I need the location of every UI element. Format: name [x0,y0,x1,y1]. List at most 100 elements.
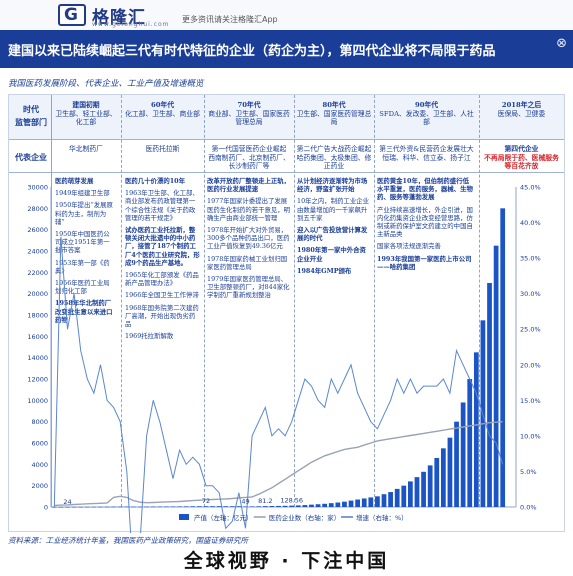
era-header: 90年代 SFDA、发改委、卫生部、人社部 [376,101,477,127]
dept-label: 卫生部、轻工业部、化工部 [55,109,117,127]
legend-swatch [179,514,189,520]
output-bar [368,497,374,507]
left-tick-label: 8000 [31,418,48,426]
output-bar [65,506,70,508]
notes-c3: 改革开放药厂整顿走上正轨，医药行业发展提速 1977年国家计委提出了发展医药生化制… [207,177,291,304]
slogan: 全球视野 · 下注中国 [183,550,390,572]
note-item: 1965年化工部颁发《药品新产品管理办法》 [125,271,199,288]
note-item: 1969托拉斯解散 [125,332,174,341]
dept-label: 化工部、卫生部、商业部 [125,109,200,118]
right-tick-label: 20.0% [520,361,541,369]
output-bar [137,506,143,508]
era-header: 2018年之后 医保局、卫健委 [481,101,562,118]
output-bar [223,506,229,507]
left-tick-label: 10000 [27,397,48,405]
headline-banner: 建国以来已陆续崛起三代有时代特征的企业（药企为主），第四代企业将不局限于药品 ⊗ [0,30,573,68]
dept-label: 医保局、卫健委 [497,109,546,118]
output-bar [196,506,202,507]
note-item: 1950年中国医药公司成立1951年第一批市答案 [55,230,110,255]
output-bar [289,505,295,507]
output-bar [276,505,281,507]
column-divider [294,95,295,507]
era-header: 建国初期 卫生部、轻工业部、化工部 [53,101,119,127]
note-item: 1958年华北制药厂改变批生意以来进口药物 [55,299,113,324]
note-item: 1984年GMP颁布 [297,266,352,275]
output-bar [98,506,103,508]
right-tick-label: 5.0% [520,468,537,476]
era-header: 70年代 商业部、卫生部、国家医药管理总局 [206,101,292,127]
output-bar [315,504,321,507]
output-bar [170,506,176,508]
era-label: 建国初期 [72,101,100,109]
output-bar [236,506,242,507]
legend-label: 增速（右轴：%） [356,513,408,522]
row-label-company: 代表企业 [15,152,47,162]
output-bar [427,465,433,507]
output-bar [124,506,130,508]
output-bar [249,506,255,508]
output-bar [256,506,262,507]
era-label: 90年代 [414,101,439,109]
timeline-panel: 时代 监管部门 代表企业 建国初期 卫生部、轻工业部、化工部 华北制药厂 60年代 化工部、… [8,94,565,533]
column-divider [204,95,205,507]
note-item: 试办医药工业托拉斯，整顿关闭大批遗中的中小药厂，接管了187个制药工厂4个医药工… [125,226,200,267]
note-item: 医药几十价漂的10年 [125,177,186,185]
left-tick-label: 4000 [31,461,48,469]
left-tick-label: 28000 [27,205,48,213]
bar-data-label: 81.2 [258,497,272,505]
output-bar [361,498,367,507]
column-divider [479,95,480,507]
notes-c5: 医药黄金10年，但伯制药盛行低水平重复，医药服务，器械、生物药、服务等蓬勃发展产… [377,177,473,275]
output-bar [487,283,492,507]
output-bar [394,488,400,507]
output-bar [302,505,308,507]
close-icon[interactable]: ⊗ [556,36,567,51]
output-bar [401,485,407,507]
chart-legend: 产值（左轴：亿元） 医药企业数（右轴：家） 增速（右轴：%） [179,513,408,522]
output-bar [335,502,341,507]
output-bar [183,506,189,507]
bar-data-label: 49 [241,497,249,505]
output-bar [71,506,77,508]
brand-url: www.gelonghui.com [92,21,170,28]
output-bars [51,208,506,508]
right-tick-label: 25.0% [520,326,541,334]
right-tick-label: 10.0% [520,432,541,440]
source-note: 资料来源：工业经济统计年鉴，我国医药产业政策研究，国盛证券研究所 [8,536,248,545]
note-item: 1968年国务院第二次建药厂高潮，开始出现伪劣药品 [125,303,199,329]
note-item: 1963年卫生部、化工部、商业部发布药政管理第一个综合性法规《关于药政管理的若干… [125,189,199,222]
left-tick-label: 18000 [27,312,48,320]
company-label: 第二代广告大战药企崛起 哈药集团、太极集团、修正药业 [296,145,372,170]
notes-c1: 医药萌芽发展 1949年组建卫生部 1950年提出“发展原料药为主，制剂为辅” 195… [55,177,115,328]
dept-label: 商业部、卫生部、国家医药管理总局 [208,109,290,127]
output-bar [243,506,248,508]
legend-label: 医药企业数（右轴：家） [269,513,341,522]
data-labels: 24 72 49 81.2 128.56 [63,497,303,506]
brand-logo-icon: G [58,4,86,26]
figure-subtitle: 我国医药发展阶段、代表企业、工业产值及增速概览 [8,79,204,89]
output-bar [203,506,209,507]
growth-line [53,236,504,533]
right-tick-label: 45.0% [520,184,541,192]
company-label: 第四代企业 不再局限于药、医械服务等百花齐放 [484,145,559,170]
output-bar [262,506,268,507]
note-item: 1966年全国卫生工作停滞 [125,291,199,300]
legend-label: 产值（左轴：亿元） [194,513,253,522]
note-item: 1993年我国第一家医药上市公司——哈药集团 [377,254,472,271]
note-item: 1980年第一家中外合资企业开业 [297,246,366,263]
bar-data-label: 128.56 [280,497,303,505]
output-bar [144,506,149,508]
note-item: 1978年国家药械工业划归国家医药管理总局 [207,254,288,271]
right-tick-label: 30.0% [520,290,541,298]
company-label: 第一代国营医药企业崛起 西南制药厂、北京制药厂、长沙制药厂等 [208,145,290,170]
output-bar [342,501,347,507]
column-divider [374,95,375,507]
company-label: 华北制药厂 [69,145,103,153]
right-tick-label: 15.0% [520,397,541,405]
company-label: 医药托拉斯 [145,145,180,153]
output-bar [157,506,163,508]
era-label: 80年代 [322,101,346,109]
left-tick-label: 0 [44,504,48,512]
note-item: 1950年提出“发展原料药为主，制剂为辅” [55,201,113,226]
output-bar [500,208,506,507]
